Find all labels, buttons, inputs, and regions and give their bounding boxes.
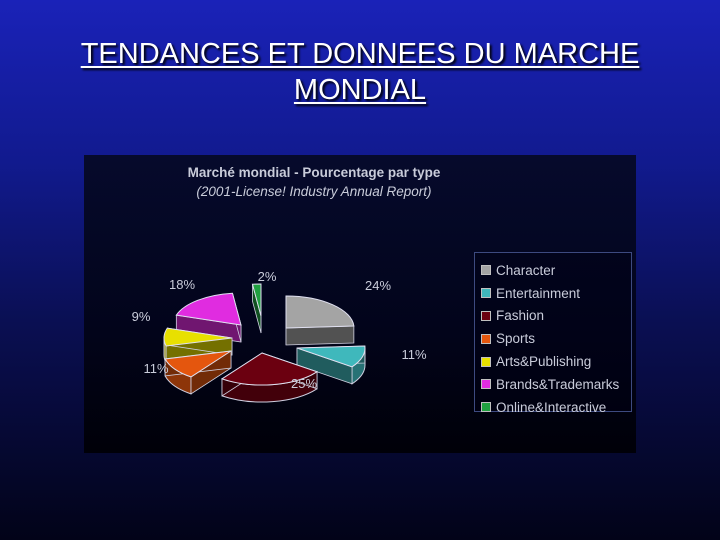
pie-slice-top bbox=[175, 292, 242, 326]
legend-label: Arts&Publishing bbox=[496, 354, 592, 370]
slide-title-line-2: MONDIAL bbox=[293, 74, 427, 106]
legend-label: Entertainment bbox=[496, 285, 581, 301]
pie-slice-top bbox=[164, 350, 232, 378]
data-label-online-interactive: 2% bbox=[258, 269, 277, 284]
chart-subtitle: (2001-License! Industry Annual Report) bbox=[196, 184, 432, 199]
data-label-character: 24% bbox=[365, 278, 391, 293]
data-label-sports: 11% bbox=[143, 361, 168, 376]
legend-label: Sports bbox=[496, 331, 536, 347]
legend-label: Fashion bbox=[496, 308, 545, 324]
legend-item: Character bbox=[481, 259, 631, 282]
chart-panel: Marché mondial - Pourcentage par type (2… bbox=[84, 155, 636, 453]
chart-title: Marché mondial - Pourcentage par type bbox=[187, 165, 441, 180]
pie-slice-online-interactive bbox=[251, 283, 262, 334]
data-label-entertainment: 11% bbox=[401, 347, 426, 362]
pie-slice-character bbox=[285, 295, 355, 346]
pie-chart: 24% 11% 25% 11% 9% 18% 2% bbox=[132, 269, 427, 403]
pie-slice-top bbox=[296, 345, 366, 368]
legend-label: Character bbox=[496, 262, 556, 278]
pie-slice-fashion bbox=[220, 352, 319, 403]
legend-swatch bbox=[481, 288, 491, 299]
legend-label: Brands&Trademarks bbox=[496, 376, 620, 392]
legend-swatch bbox=[481, 310, 491, 321]
pie-slice-top bbox=[220, 352, 319, 386]
legend-swatch bbox=[481, 265, 491, 276]
slide-title: TENDANCES ET DONNEES DU MARCHE MONDIAL bbox=[0, 36, 720, 108]
legend-item: Fashion bbox=[481, 305, 631, 328]
legend-item: Arts&Publishing bbox=[481, 350, 631, 373]
chart-legend: Character Entertainment Fashion Sports Arts&… bbox=[474, 252, 632, 415]
legend-swatch bbox=[481, 356, 491, 367]
legend-swatch bbox=[481, 402, 491, 413]
legend-item: Sports bbox=[481, 327, 631, 350]
data-label-fashion: 25% bbox=[291, 376, 317, 391]
pie-slice-top bbox=[251, 283, 262, 317]
slide-title-line-1: TENDANCES ET DONNEES DU MARCHE bbox=[80, 38, 640, 70]
data-label-arts-publishing: 9% bbox=[132, 309, 151, 324]
legend-label: Online&Interactive bbox=[496, 399, 607, 415]
legend-item: Brands&Trademarks bbox=[481, 373, 631, 396]
data-label-brands-trademarks: 18% bbox=[169, 277, 195, 292]
legend-swatch bbox=[481, 379, 491, 390]
pie-slice-sports bbox=[164, 350, 232, 395]
legend-item: Entertainment bbox=[481, 282, 631, 305]
legend-swatch bbox=[481, 333, 491, 344]
pie-slice-top bbox=[163, 327, 233, 347]
pie-slice-entertainment bbox=[296, 345, 366, 385]
legend-item: Online&Interactive bbox=[481, 396, 631, 419]
pie-slice-top bbox=[285, 295, 355, 329]
pie-slice-wall bbox=[285, 325, 355, 346]
